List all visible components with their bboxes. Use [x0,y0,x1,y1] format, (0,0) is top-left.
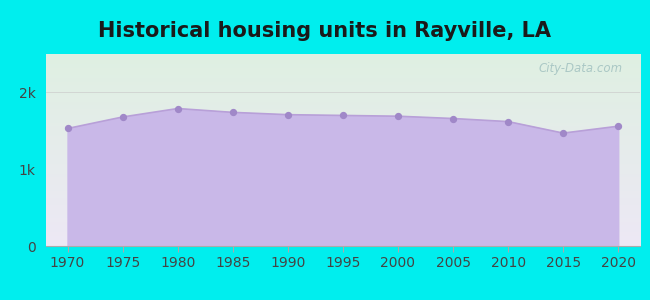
Point [118,115,128,119]
Point [393,114,403,118]
Point [448,116,458,121]
Point [283,112,293,117]
Point [613,124,623,129]
Point [62,126,73,131]
Text: City-Data.com: City-Data.com [538,62,623,75]
Point [338,113,348,118]
Point [172,106,183,111]
Point [227,110,238,115]
Point [503,119,514,124]
Text: Historical housing units in Rayville, LA: Historical housing units in Rayville, LA [99,21,551,41]
Point [558,131,568,136]
